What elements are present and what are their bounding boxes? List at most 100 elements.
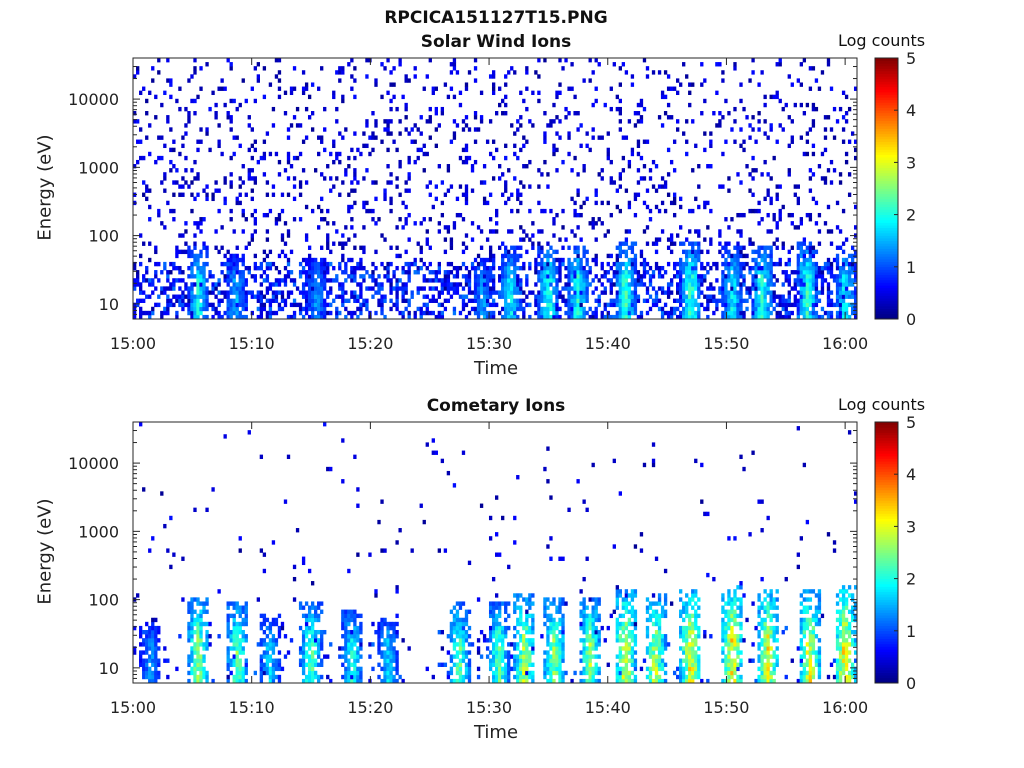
heatmap-cell bbox=[600, 310, 604, 316]
y-tick-label: 10 bbox=[99, 295, 119, 314]
heatmap-cell bbox=[781, 302, 785, 308]
heatmap-cell bbox=[618, 249, 622, 255]
heatmap-cell bbox=[310, 306, 315, 312]
heatmap-cell bbox=[488, 625, 493, 631]
heatmap-cell bbox=[449, 609, 454, 614]
heatmap-cell bbox=[341, 286, 345, 291]
heatmap-cell bbox=[307, 642, 312, 647]
heatmap-cell bbox=[344, 127, 348, 132]
heatmap-cell bbox=[564, 274, 568, 279]
heatmap-cell bbox=[386, 666, 390, 672]
heatmap-cell bbox=[510, 298, 514, 303]
heatmap-cell bbox=[425, 119, 429, 124]
heatmap-cell bbox=[217, 278, 221, 283]
heatmap-cell bbox=[229, 261, 233, 267]
heatmap-cell bbox=[772, 212, 776, 218]
heatmap-cell bbox=[724, 314, 728, 320]
heatmap-cell bbox=[498, 552, 502, 557]
heatmap-cell bbox=[419, 306, 423, 312]
heatmap-cell bbox=[691, 249, 695, 255]
heatmap-cell bbox=[627, 229, 632, 234]
heatmap-cell bbox=[495, 662, 499, 667]
heatmap-cell bbox=[651, 298, 656, 303]
heatmap-cell bbox=[301, 605, 306, 610]
heatmap-cell bbox=[160, 102, 164, 108]
heatmap-cell bbox=[151, 662, 155, 667]
heatmap-cell bbox=[449, 241, 454, 246]
heatmap-cell bbox=[832, 257, 837, 263]
heatmap-cell bbox=[298, 658, 303, 663]
heatmap-cell bbox=[820, 265, 825, 271]
heatmap-cell bbox=[504, 314, 508, 320]
heatmap-cell bbox=[253, 98, 257, 104]
heatmap-cell bbox=[395, 106, 399, 112]
heatmap-cell bbox=[392, 629, 396, 635]
heatmap-cell bbox=[166, 306, 170, 312]
heatmap-cell bbox=[796, 314, 800, 320]
heatmap-cell bbox=[838, 314, 843, 320]
heatmap-cell bbox=[169, 78, 173, 83]
heatmap-cell bbox=[350, 310, 354, 316]
heatmap-cell bbox=[609, 253, 613, 259]
heatmap-cell bbox=[238, 176, 242, 181]
heatmap-cell bbox=[504, 261, 508, 267]
heatmap-cell bbox=[386, 674, 390, 680]
heatmap-cell bbox=[392, 646, 396, 651]
heatmap-cell bbox=[504, 662, 508, 667]
heatmap-cell bbox=[537, 310, 541, 316]
heatmap-cell bbox=[407, 212, 411, 218]
heatmap-cell bbox=[766, 286, 770, 291]
heatmap-cell bbox=[606, 302, 610, 308]
heatmap-cell bbox=[317, 613, 321, 619]
heatmap-cell bbox=[540, 265, 544, 271]
heatmap-cell bbox=[528, 625, 532, 631]
heatmap-cell bbox=[488, 245, 493, 250]
heatmap-cell bbox=[760, 290, 764, 295]
heatmap-cell bbox=[522, 229, 526, 234]
heatmap-cell bbox=[612, 302, 616, 308]
heatmap-cell bbox=[217, 139, 221, 144]
heatmap-cell bbox=[609, 302, 613, 308]
heatmap-cell bbox=[235, 106, 239, 112]
heatmap-cell bbox=[745, 290, 749, 295]
heatmap-cell bbox=[377, 298, 381, 303]
heatmap-cell bbox=[552, 102, 556, 108]
y-tick-label: 10000 bbox=[68, 90, 119, 109]
heatmap-cell bbox=[793, 294, 797, 299]
colorbar-segment bbox=[875, 102, 898, 106]
heatmap-cell bbox=[238, 650, 242, 655]
heatmap-cell bbox=[688, 270, 692, 275]
heatmap-cell bbox=[416, 270, 420, 275]
heatmap-cell bbox=[307, 282, 312, 287]
heatmap-cell bbox=[347, 613, 351, 619]
heatmap-cell bbox=[347, 568, 351, 574]
heatmap-cell bbox=[232, 662, 236, 667]
heatmap-cell bbox=[482, 265, 487, 271]
heatmap-cell bbox=[271, 184, 276, 189]
heatmap-cell bbox=[491, 139, 496, 144]
heatmap-cell bbox=[392, 658, 396, 663]
heatmap-cell bbox=[763, 253, 767, 259]
heatmap-cell bbox=[838, 294, 843, 299]
heatmap-cell bbox=[516, 475, 520, 480]
heatmap-cell bbox=[458, 646, 463, 651]
heatmap-cell bbox=[591, 290, 595, 295]
heatmap-cell bbox=[392, 654, 396, 659]
heatmap-cell bbox=[268, 310, 273, 316]
heatmap-cell bbox=[223, 294, 227, 299]
heatmap-cell bbox=[464, 666, 469, 672]
heatmap-cell bbox=[721, 290, 725, 295]
heatmap-cell bbox=[850, 265, 855, 271]
heatmap-cell bbox=[721, 115, 725, 120]
heatmap-cell bbox=[570, 314, 574, 320]
heatmap-cell bbox=[543, 131, 547, 136]
heatmap-cell bbox=[356, 629, 360, 635]
heatmap-cell bbox=[314, 290, 318, 295]
heatmap-cell bbox=[301, 629, 306, 635]
heatmap-cell bbox=[310, 605, 315, 610]
heatmap-cell bbox=[422, 274, 426, 279]
heatmap-cell bbox=[136, 119, 140, 124]
heatmap-cell bbox=[262, 568, 267, 574]
heatmap-cell bbox=[262, 270, 267, 275]
heatmap-cell bbox=[685, 294, 689, 299]
